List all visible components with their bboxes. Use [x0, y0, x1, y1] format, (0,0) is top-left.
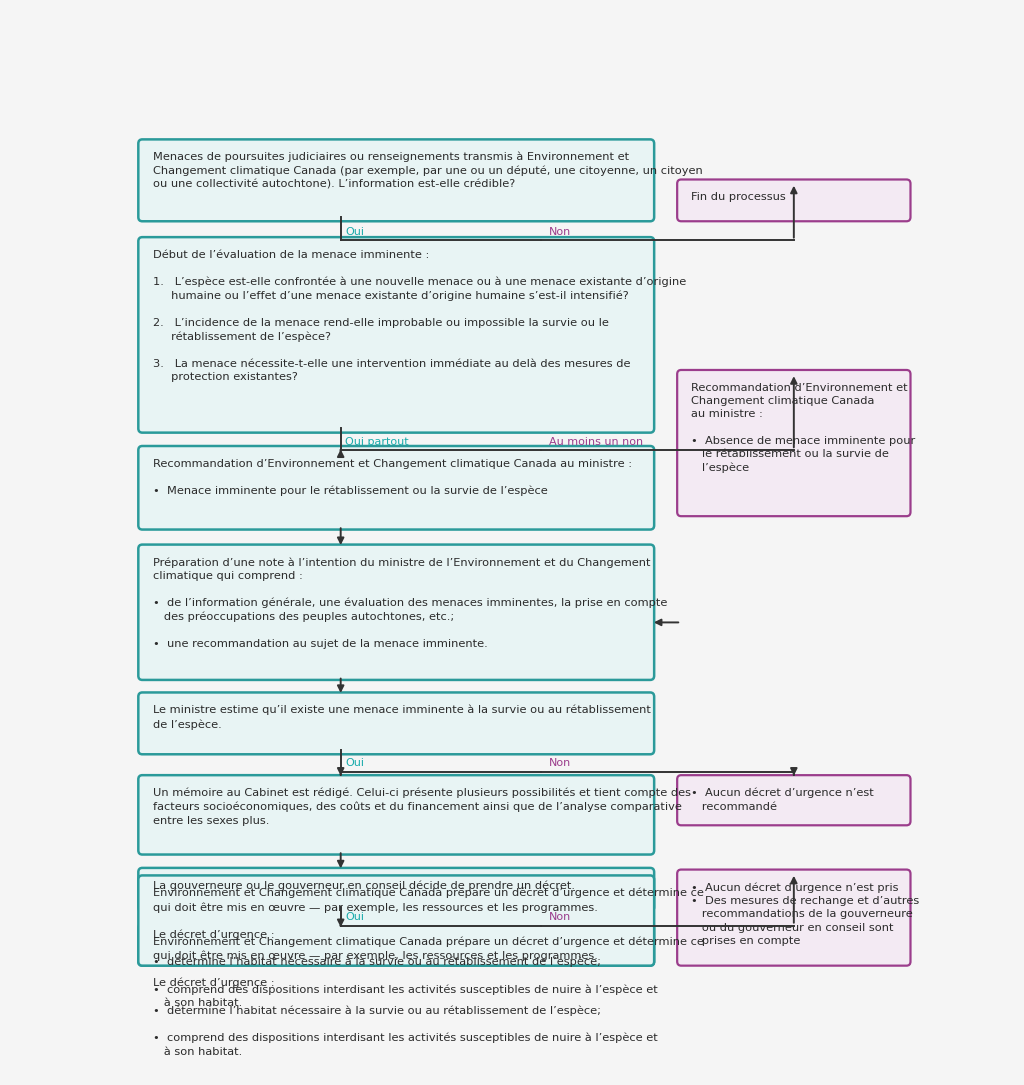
Text: Environnement et Changement climatique Canada prépare un décret d’urgence et dét: Environnement et Changement climatique C… [153, 888, 703, 1008]
Text: Un mémoire au Cabinet est rédigé. Celui-ci présente plusieurs possibilités et ti: Un mémoire au Cabinet est rédigé. Celui-… [153, 788, 690, 826]
Text: Oui: Oui [345, 758, 365, 768]
Text: Oui partout: Oui partout [345, 437, 409, 447]
FancyBboxPatch shape [677, 179, 910, 221]
Text: Non: Non [549, 227, 570, 238]
FancyBboxPatch shape [138, 545, 654, 680]
Text: Menaces de poursuites judiciaires ou renseignements transmis à Environnement et
: Menaces de poursuites judiciaires ou ren… [153, 152, 702, 190]
Text: Préparation d’une note à l’intention du ministre de l’Environnement et du Change: Préparation d’une note à l’intention du … [153, 557, 667, 649]
FancyBboxPatch shape [138, 446, 654, 529]
Text: Environnement et Changement climatique Canada prépare un décret d’urgence et dét: Environnement et Changement climatique C… [153, 936, 703, 1057]
FancyBboxPatch shape [138, 775, 654, 855]
FancyBboxPatch shape [138, 924, 654, 966]
Text: Recommandation d’Environnement et Changement climatique Canada au ministre :

• : Recommandation d’Environnement et Change… [153, 459, 632, 496]
FancyBboxPatch shape [138, 868, 654, 911]
Text: Recommandation d’Environnement et
Changement climatique Canada
au ministre :

• : Recommandation d’Environnement et Change… [691, 383, 915, 473]
Text: Au moins un non: Au moins un non [549, 437, 643, 447]
FancyBboxPatch shape [677, 775, 910, 826]
Text: Non: Non [549, 912, 570, 922]
Text: Fin du processus: Fin du processus [691, 192, 786, 202]
FancyBboxPatch shape [138, 238, 654, 433]
Text: •  Aucun décret d’urgence n’est
   recommandé: • Aucun décret d’urgence n’est recommand… [691, 788, 874, 812]
Text: Début de l’évaluation de la menace imminente :

1.   L’espèce est-elle confronté: Début de l’évaluation de la menace immin… [153, 250, 686, 382]
FancyBboxPatch shape [138, 876, 654, 966]
Text: Le ministre estime qu’il existe une menace imminente à la survie ou au rétabliss: Le ministre estime qu’il existe une mena… [153, 705, 650, 729]
Text: Oui: Oui [345, 912, 365, 922]
FancyBboxPatch shape [138, 692, 654, 754]
Text: •  Aucun décret d’urgence n’est pris
•  Des mesures de rechange et d’autres
   r: • Aucun décret d’urgence n’est pris • De… [691, 882, 920, 946]
FancyBboxPatch shape [677, 869, 910, 966]
FancyBboxPatch shape [677, 370, 910, 516]
Text: La gouverneure ou le gouverneur en conseil décide de prendre un décret.: La gouverneure ou le gouverneur en conse… [153, 880, 574, 891]
Text: Non: Non [549, 758, 570, 768]
Text: Oui: Oui [345, 227, 365, 238]
FancyBboxPatch shape [138, 139, 654, 221]
